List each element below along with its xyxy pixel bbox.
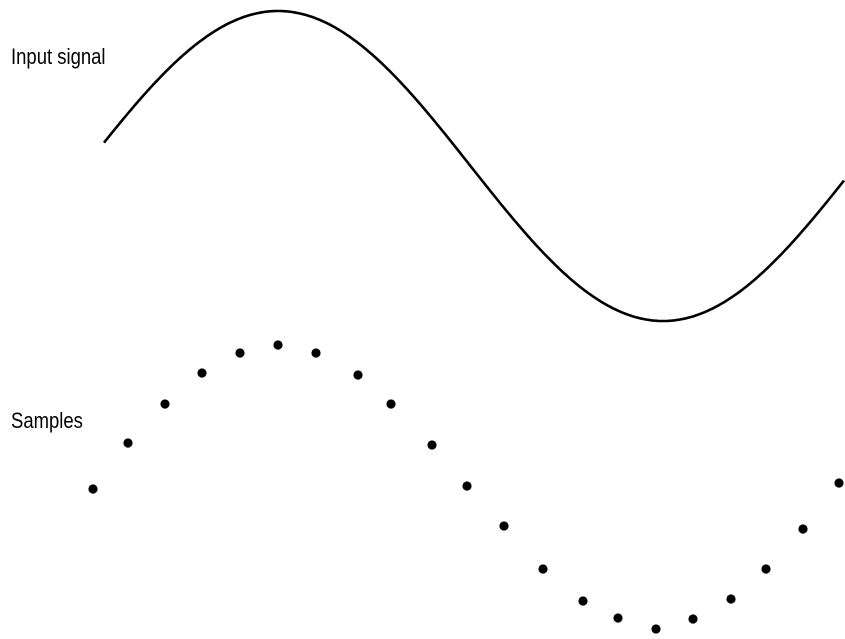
sample-point [88,484,98,494]
input-signal-curve [102,9,845,323]
sample-point [160,399,170,409]
sample-point [834,478,844,488]
sample-point [688,614,698,624]
sample-point [499,521,509,531]
sample-point [578,596,588,606]
samples-label: Samples [11,408,83,433]
sample-point [761,564,771,574]
sample-point [462,481,472,491]
sample-point [427,440,437,450]
sample-point [651,624,661,634]
sample-point [613,613,623,623]
input-signal-label: Input signal [11,44,106,69]
sample-point [726,594,736,604]
sample-point [311,348,321,358]
sample-point [353,370,363,380]
sample-point [235,348,245,358]
sample-points [88,340,844,634]
sample-point [538,564,548,574]
sample-point [123,438,133,448]
sample-point [386,399,396,409]
sample-point [197,368,207,378]
sample-point [798,524,808,534]
sample-point [273,340,283,350]
